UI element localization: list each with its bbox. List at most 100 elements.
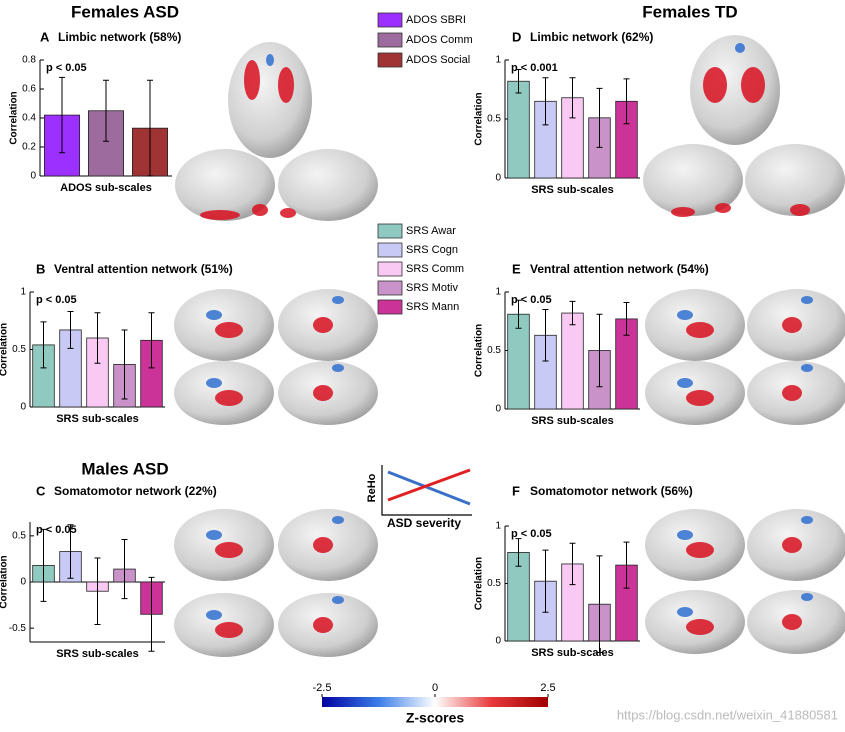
y-tick-label: 0.5 xyxy=(487,578,501,589)
activation xyxy=(686,390,714,406)
bar xyxy=(561,312,584,410)
panel-letter: B xyxy=(36,261,45,276)
activation xyxy=(206,530,222,540)
colorbar-tick-label: 2.5 xyxy=(540,682,555,694)
activation xyxy=(801,516,813,524)
colorbar xyxy=(322,697,548,707)
y-tick-label: 0 xyxy=(20,402,26,413)
activation xyxy=(206,610,222,620)
y-tick-label: 0.5 xyxy=(12,344,26,355)
y-tick-label: 0.8 xyxy=(22,55,36,66)
activation xyxy=(332,516,344,524)
activation xyxy=(206,378,222,388)
activation xyxy=(686,542,714,558)
error-bar xyxy=(569,542,576,586)
error-bar xyxy=(94,312,101,364)
y-axis-label: Correlation xyxy=(474,324,485,377)
annotation: p < 0.001 xyxy=(511,62,558,74)
y-tick-label: 0.5 xyxy=(487,114,501,125)
panel-letter: F xyxy=(512,483,520,498)
y-tick-label: 0.5 xyxy=(12,530,26,541)
error-bar xyxy=(67,311,74,349)
panel-letter: A xyxy=(40,29,50,44)
activation xyxy=(715,203,731,213)
activation xyxy=(200,210,240,220)
activation xyxy=(215,390,243,406)
activation xyxy=(677,530,693,540)
watermark: https://blog.csdn.net/weixin_41880581 xyxy=(617,707,838,722)
error-bar xyxy=(147,79,153,177)
y-tick-label: 1 xyxy=(495,521,501,532)
heading: Females TD xyxy=(642,2,737,21)
brain xyxy=(643,144,743,216)
error-bar xyxy=(623,78,630,125)
chart-title: Limbic network (62%) xyxy=(530,30,653,44)
activation xyxy=(782,614,802,630)
inset-axes xyxy=(381,465,472,516)
x-axis-label: SRS sub-scales xyxy=(56,413,139,425)
x-axis-label: SRS sub-scales xyxy=(56,648,139,660)
error-bar xyxy=(569,300,576,326)
activation xyxy=(741,67,765,103)
error-bar xyxy=(515,68,522,94)
y-tick-label: 0 xyxy=(495,173,501,184)
error-bar xyxy=(569,77,576,119)
y-axis-label: Correlation xyxy=(474,557,485,610)
error-bar xyxy=(515,538,522,567)
legend-swatch xyxy=(377,223,403,239)
activation xyxy=(801,296,813,304)
legend-swatch xyxy=(377,242,403,258)
error-bar xyxy=(67,524,74,579)
y-tick-label: 0.2 xyxy=(22,142,36,153)
y-tick-label: 1 xyxy=(495,287,501,298)
activation xyxy=(790,204,810,216)
chart-title: Ventral attention network (51%) xyxy=(54,262,233,276)
inset-line-red xyxy=(387,468,471,502)
bar xyxy=(507,80,530,179)
activation xyxy=(280,208,296,218)
inset-x-label: ASD severity xyxy=(387,516,461,530)
colorbar-label: Z-scores xyxy=(406,710,465,726)
annotation: p < 0.05 xyxy=(36,524,77,536)
activation xyxy=(677,378,693,388)
activation xyxy=(215,542,243,558)
annotation: p < 0.05 xyxy=(511,528,552,540)
activation xyxy=(703,67,727,103)
activation xyxy=(244,60,260,100)
x-axis-label: ADOS sub-scales xyxy=(60,182,152,194)
activation xyxy=(313,617,333,633)
activation xyxy=(206,310,222,320)
legend-label: SRS Motiv xyxy=(406,282,458,294)
brain xyxy=(175,149,275,221)
legend-label: ADOS SBRI xyxy=(406,14,466,26)
error-bar xyxy=(40,321,47,369)
error-bar xyxy=(40,528,47,602)
chart-title: Limbic network (58%) xyxy=(58,30,181,44)
annotation: p < 0.05 xyxy=(46,62,87,74)
chart-title: Somatomotor network (22%) xyxy=(54,484,217,498)
y-tick-label: -0.5 xyxy=(9,623,27,634)
y-tick-label: 0.5 xyxy=(487,345,501,356)
error-bar xyxy=(623,541,630,589)
brain-renderings xyxy=(174,35,845,657)
y-axis-label: Correlation xyxy=(0,323,10,376)
y-tick-label: 0.6 xyxy=(22,84,36,95)
y-tick-label: 1 xyxy=(20,287,26,298)
legend-swatch xyxy=(377,52,403,68)
y-axis-label: Correlation xyxy=(0,555,10,608)
heading: Males ASD xyxy=(81,459,168,478)
y-tick-label: 0 xyxy=(20,577,26,588)
y-tick-label: 0 xyxy=(495,404,501,415)
activation xyxy=(686,322,714,338)
error-bar xyxy=(542,549,549,613)
legend-label: SRS Mann xyxy=(406,301,459,313)
activation xyxy=(332,596,344,604)
activation xyxy=(313,537,333,553)
error-bar xyxy=(121,329,128,400)
y-tick-label: 1 xyxy=(495,55,501,66)
x-axis-label: SRS sub-scales xyxy=(531,647,614,659)
inset-y-label: ReHo xyxy=(366,473,378,502)
panel-letter: D xyxy=(512,29,521,44)
error-bar xyxy=(94,557,101,625)
